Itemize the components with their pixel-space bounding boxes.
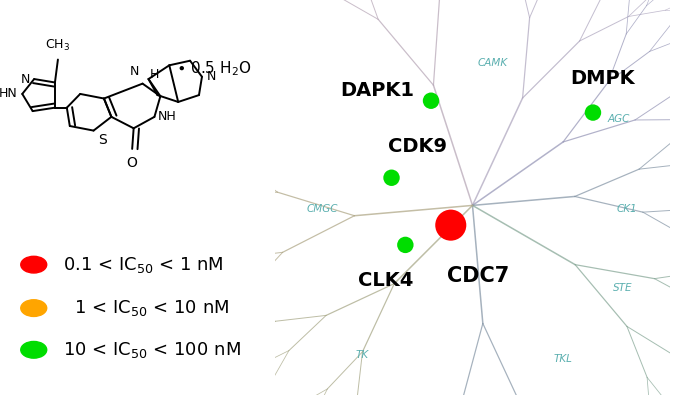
- Text: S: S: [98, 133, 107, 147]
- Text: CK1: CK1: [616, 204, 637, 214]
- Text: O: O: [127, 156, 138, 170]
- Point: [587, 109, 598, 116]
- Text: STE: STE: [613, 283, 632, 293]
- Circle shape: [21, 300, 47, 316]
- Point: [426, 98, 437, 104]
- Text: AGC: AGC: [608, 113, 630, 124]
- Text: N: N: [207, 70, 216, 83]
- Text: N: N: [130, 65, 140, 78]
- Text: $\bullet$ 0.5 H$_2$O: $\bullet$ 0.5 H$_2$O: [176, 59, 252, 78]
- Text: 10 < IC$_{50}$ < 100 nM: 10 < IC$_{50}$ < 100 nM: [63, 340, 241, 360]
- Text: DAPK1: DAPK1: [341, 81, 414, 100]
- Text: N: N: [20, 73, 30, 86]
- Text: NH: NH: [157, 110, 176, 123]
- Circle shape: [21, 341, 47, 358]
- Text: TKL: TKL: [554, 354, 573, 365]
- Text: CMGC: CMGC: [306, 204, 338, 214]
- Text: DMPK: DMPK: [570, 70, 635, 88]
- Point: [400, 242, 411, 248]
- Text: CH$_3$: CH$_3$: [45, 38, 70, 53]
- Text: H: H: [150, 68, 159, 81]
- Point: [386, 175, 397, 181]
- Text: 0.1 < IC$_{50}$ < 1 nM: 0.1 < IC$_{50}$ < 1 nM: [63, 255, 223, 275]
- Text: CDK9: CDK9: [387, 137, 447, 156]
- Circle shape: [21, 256, 47, 273]
- Text: 1 < IC$_{50}$ < 10 nM: 1 < IC$_{50}$ < 10 nM: [63, 298, 230, 318]
- Text: TK: TK: [355, 350, 369, 361]
- Text: CAMK: CAMK: [477, 58, 508, 68]
- Text: CLK4: CLK4: [358, 271, 413, 290]
- Point: [446, 222, 456, 228]
- Text: CDC7: CDC7: [448, 267, 510, 286]
- Text: HN: HN: [0, 87, 18, 100]
